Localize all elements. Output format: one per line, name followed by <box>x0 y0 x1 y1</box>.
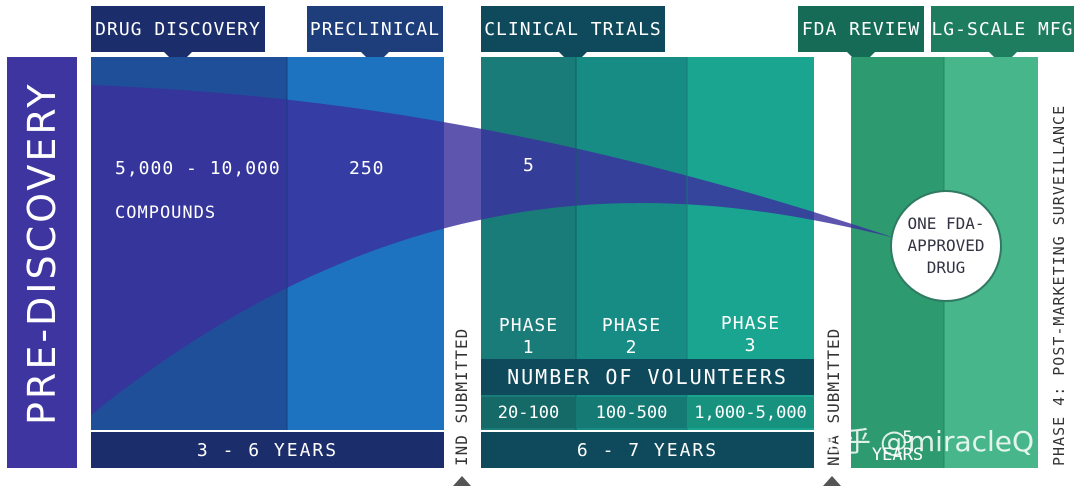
tab-fda-review: FDA REVIEW <box>798 6 924 66</box>
ind-submitted-label: IND SUBMITTED <box>452 327 471 466</box>
tab-drug-discovery-label: DRUG DISCOVERY <box>95 18 261 40</box>
phase4-label: PHASE 4: POST-MARKETING SURVEILLANCE <box>1050 104 1068 466</box>
pre-discovery-column <box>7 57 77 468</box>
phase1-label: PHASE 1 <box>481 315 576 359</box>
clinical-count: 5 <box>523 155 535 176</box>
phase3-word: PHASE <box>720 313 781 334</box>
review-duration-num: 5 <box>902 428 913 448</box>
volunteers-phase3: 1,000-5,000 <box>687 397 814 428</box>
tab-preclinical-label: PRECLINICAL <box>309 18 441 40</box>
nda-marker-icon <box>823 476 841 486</box>
tab-lg-scale-mfg: LG-SCALE MFG <box>931 6 1074 66</box>
watermark: 知乎 @miracleQ <box>815 425 1035 458</box>
volunteers-header: NUMBER OF VOLUNTEERS <box>481 359 814 395</box>
phase3-label: PHASE 3 <box>687 313 814 357</box>
tab-drug-discovery: DRUG DISCOVERY <box>91 6 265 66</box>
discovery-unit: COMPOUNDS <box>115 203 217 223</box>
review-duration-unit: YEARS <box>871 445 924 465</box>
tab-lg-scale-mfg-label: LG-SCALE MFG <box>931 18 1074 40</box>
approved-line2: APPROVED <box>907 236 985 255</box>
tab-fda-review-label: FDA REVIEW <box>801 18 921 40</box>
phase1-number: 1 <box>522 337 535 358</box>
tab-clinical-trials-label: CLINICAL TRIALS <box>484 18 662 40</box>
phase2-word: PHASE <box>601 315 662 336</box>
phase2-number: 2 <box>625 337 638 358</box>
clinical-duration: 6 - 7 YEARS <box>481 432 814 468</box>
phase3-number: 3 <box>744 335 757 356</box>
approved-line3: DRUG <box>926 258 966 277</box>
approved-line1: ONE FDA- <box>907 214 985 233</box>
preclinical-count: 250 <box>349 158 385 179</box>
ind-marker-icon <box>453 476 471 486</box>
approved-drug-circle: ONE FDA- APPROVED DRUG <box>890 190 1002 302</box>
phase2-label: PHASE 2 <box>576 315 687 359</box>
discovery-count: 5,000 - 10,000 <box>115 158 281 179</box>
volunteers-phase1: 20-100 <box>481 397 576 428</box>
phase1-word: PHASE <box>498 315 559 336</box>
volunteers-phase2: 100-500 <box>576 397 687 428</box>
review-duration: 5 YEARS <box>851 430 944 468</box>
discovery-duration: 3 - 6 YEARS <box>91 432 444 468</box>
